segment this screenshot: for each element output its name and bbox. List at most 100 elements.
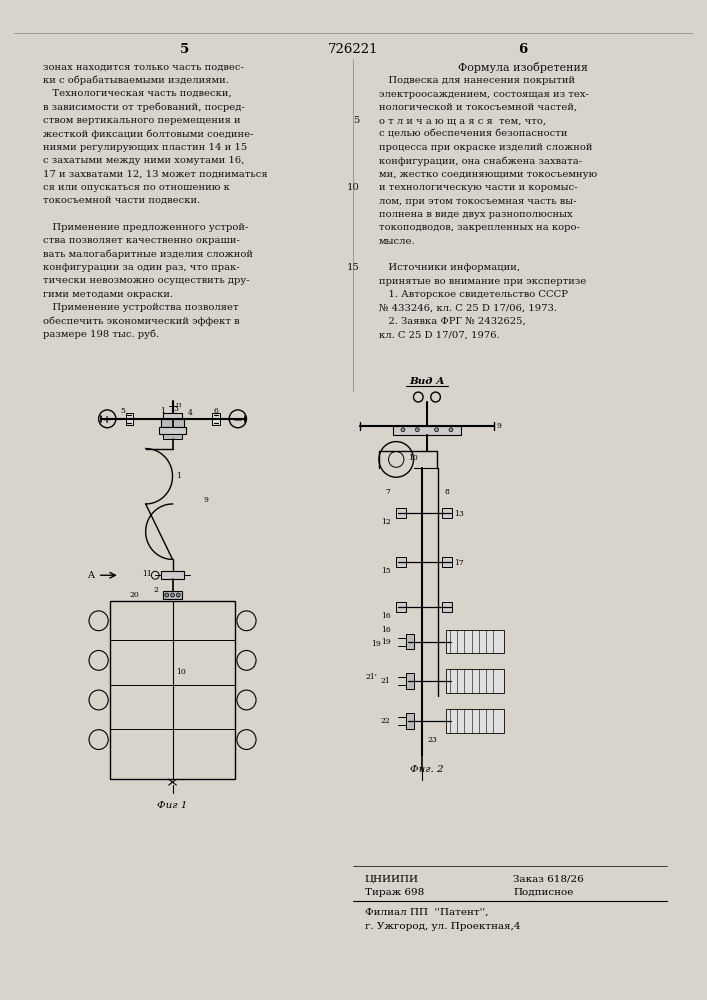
- Text: 16: 16: [380, 612, 390, 620]
- Text: и технологическую части и коромыс-: и технологическую части и коромыс-: [379, 183, 578, 192]
- Bar: [110, 601, 235, 779]
- Bar: [443, 602, 452, 612]
- Text: лом, при этом токосъемная часть вы-: лом, при этом токосъемная часть вы-: [379, 197, 576, 206]
- Text: тически невозможно осуществить дру-: тически невозможно осуществить дру-: [43, 276, 250, 285]
- Bar: [443, 557, 452, 567]
- Text: ЦНИИПИ: ЦНИИПИ: [365, 874, 419, 883]
- Text: нологической и токосъемной частей,: нологической и токосъемной частей,: [379, 103, 577, 112]
- Text: 2: 2: [153, 586, 158, 594]
- Text: Фиг. 2: Фиг. 2: [410, 765, 444, 774]
- Text: обеспечить экономический эффект в: обеспечить экономический эффект в: [43, 316, 240, 326]
- Bar: [161, 571, 184, 579]
- Bar: [446, 630, 504, 653]
- Text: 726221: 726221: [328, 43, 378, 56]
- Text: токоподводов, закрепленных на коро-: токоподводов, закрепленных на коро-: [379, 223, 580, 232]
- Bar: [443, 508, 452, 518]
- Text: 9: 9: [496, 422, 501, 430]
- Text: с захатыми между ними хомутами 16,: с захатыми между ними хомутами 16,: [43, 156, 245, 165]
- Text: 21: 21: [380, 677, 390, 685]
- Text: 22: 22: [380, 717, 390, 725]
- Bar: [406, 713, 414, 729]
- Text: вать малогабаритные изделия сложной: вать малогабаритные изделия сложной: [43, 250, 253, 259]
- Text: Фиг 1: Фиг 1: [158, 801, 188, 810]
- Text: 15: 15: [380, 567, 390, 575]
- Text: 6: 6: [518, 43, 527, 56]
- Text: 5: 5: [354, 116, 360, 125]
- Text: Подвеска для нанесения покрытий: Подвеска для нанесения покрытий: [379, 76, 575, 85]
- Text: 6: 6: [214, 407, 218, 415]
- Circle shape: [165, 593, 169, 597]
- Text: 5: 5: [180, 43, 189, 56]
- Bar: [396, 508, 406, 518]
- Text: размере 198 тыс. руб.: размере 198 тыс. руб.: [43, 330, 159, 339]
- Text: 3: 3: [173, 405, 178, 413]
- Bar: [446, 669, 504, 693]
- Text: ся или опускаться по отношению к: ся или опускаться по отношению к: [43, 183, 230, 192]
- Text: 11: 11: [141, 570, 151, 578]
- Bar: [212, 413, 220, 425]
- Text: 17: 17: [454, 559, 464, 567]
- Text: ми, жестко соединяющими токосъемную: ми, жестко соединяющими токосъемную: [379, 170, 597, 179]
- Text: Вид А: Вид А: [409, 377, 445, 386]
- Text: Формула изобретения: Формула изобретения: [458, 62, 588, 73]
- Text: № 433246, кл. С 25 D 17/06, 1973.: № 433246, кл. С 25 D 17/06, 1973.: [379, 303, 557, 312]
- Text: 4: 4: [187, 409, 192, 417]
- Text: 19: 19: [371, 640, 381, 648]
- Text: ки с обрабатываемыми изделиями.: ки с обрабатываемыми изделиями.: [43, 76, 229, 85]
- Text: 9: 9: [203, 496, 208, 504]
- Circle shape: [416, 428, 419, 432]
- Text: A: A: [87, 571, 94, 580]
- Text: 10: 10: [347, 183, 360, 192]
- Text: конфигурации за один раз, что прак-: конфигурации за один раз, что прак-: [43, 263, 240, 272]
- Text: 19: 19: [380, 638, 390, 646]
- Text: 20: 20: [129, 591, 139, 599]
- Text: П: П: [175, 403, 181, 408]
- Text: электроосаждением, состоящая из тех-: электроосаждением, состоящая из тех-: [379, 90, 589, 99]
- Bar: [163, 434, 182, 439]
- Text: кл. С 25 D 17/07, 1976.: кл. С 25 D 17/07, 1976.: [379, 330, 500, 339]
- Bar: [393, 426, 460, 435]
- Text: 12: 12: [380, 518, 390, 526]
- Text: в зависимости от требований, посред-: в зависимости от требований, посред-: [43, 103, 245, 112]
- Text: принятые во внимание при экспертизе: принятые во внимание при экспертизе: [379, 277, 586, 286]
- Text: Тираж 698: Тираж 698: [365, 888, 423, 897]
- Text: −: −: [233, 413, 243, 426]
- Text: 13: 13: [454, 510, 464, 518]
- Text: процесса при окраске изделий сложной: процесса при окраске изделий сложной: [379, 143, 592, 152]
- Text: полнена в виде двух разнополюсных: полнена в виде двух разнополюсных: [379, 210, 573, 219]
- Bar: [161, 419, 184, 427]
- Bar: [406, 673, 414, 689]
- Bar: [159, 427, 186, 434]
- Circle shape: [435, 428, 438, 432]
- Bar: [396, 557, 406, 567]
- Text: Филиал ПП  ''Патент'',: Филиал ПП ''Патент'',: [365, 908, 488, 917]
- Text: 15: 15: [347, 263, 360, 272]
- Circle shape: [176, 593, 180, 597]
- Text: Применение устройства позволяет: Применение устройства позволяет: [43, 303, 238, 312]
- Text: 21': 21': [365, 673, 377, 681]
- Bar: [446, 709, 504, 733]
- Text: 2. Заявка ФРГ № 2432625,: 2. Заявка ФРГ № 2432625,: [379, 317, 526, 326]
- Text: Применение предложенного устрой-: Применение предложенного устрой-: [43, 223, 248, 232]
- Text: конфигурации, она снабжена захвата-: конфигурации, она снабжена захвата-: [379, 156, 582, 166]
- Bar: [406, 634, 414, 649]
- Circle shape: [170, 593, 175, 597]
- Text: ством вертикального перемещения и: ством вертикального перемещения и: [43, 116, 240, 125]
- Text: 16: 16: [380, 626, 390, 634]
- Text: ниями регулирующих пластин 14 и 15: ниями регулирующих пластин 14 и 15: [43, 143, 247, 152]
- Text: о т л и ч а ю щ а я с я  тем, что,: о т л и ч а ю щ а я с я тем, что,: [379, 116, 546, 125]
- Text: гими методами окраски.: гими методами окраски.: [43, 290, 173, 299]
- Text: 1: 1: [176, 472, 181, 480]
- Text: 1. Авторское свидетельство СССР: 1. Авторское свидетельство СССР: [379, 290, 568, 299]
- Text: токосъемной части подвески.: токосъемной части подвески.: [43, 196, 200, 205]
- Bar: [163, 591, 182, 599]
- Text: 23: 23: [428, 736, 438, 744]
- Bar: [126, 413, 133, 425]
- Text: 8: 8: [444, 488, 449, 496]
- Text: с целью обеспечения безопасности: с целью обеспечения безопасности: [379, 130, 568, 139]
- Text: Технологическая часть подвески,: Технологическая часть подвески,: [43, 89, 232, 98]
- Text: 1: 1: [160, 407, 165, 415]
- Text: 10: 10: [408, 454, 418, 462]
- Circle shape: [401, 428, 405, 432]
- Text: +: +: [103, 415, 111, 425]
